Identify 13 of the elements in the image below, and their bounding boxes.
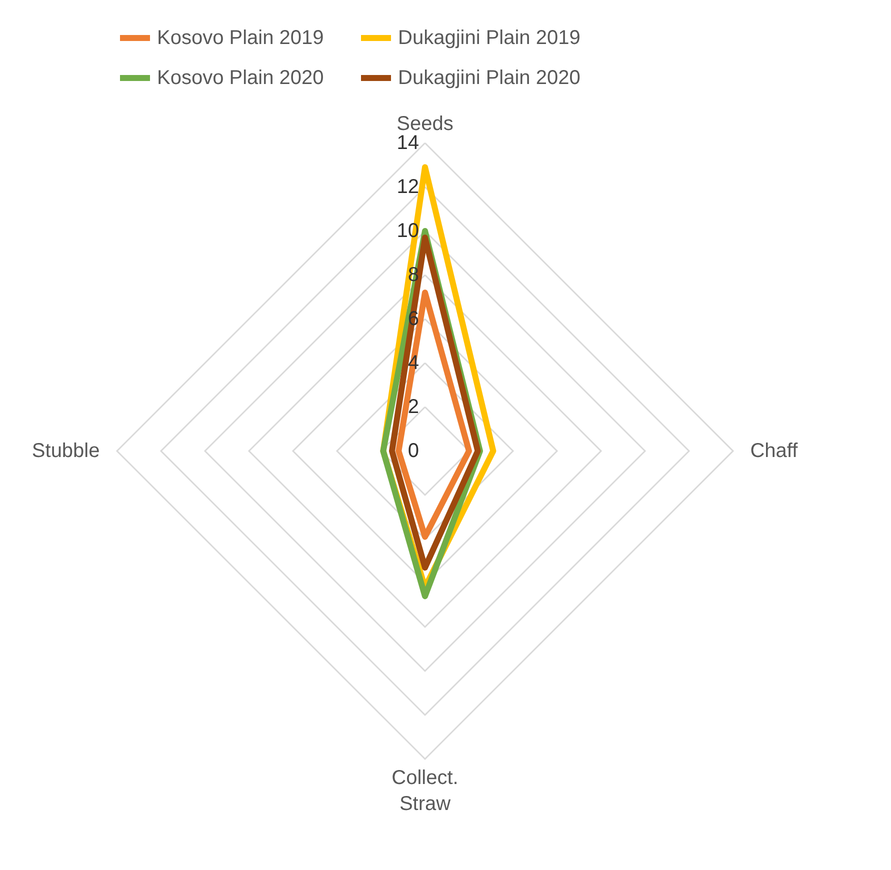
legend-label: Kosovo Plain 2020 [157, 67, 324, 89]
legend-label: Kosovo Plain 2019 [157, 27, 324, 49]
spoke-label: Chaff [750, 440, 798, 462]
y-tick-label: 8 [408, 264, 419, 286]
legend-label: Dukagjini Plain 2020 [398, 67, 580, 89]
y-tick-label: 2 [408, 396, 419, 418]
spoke-label: Collect. Straw [392, 767, 458, 816]
y-tick-label: 0 [408, 440, 419, 462]
spoke-label: Seeds [396, 112, 454, 135]
spoke-label: Stubble [32, 440, 100, 462]
legend-label: Dukagjini Plain 2019 [398, 27, 580, 49]
y-tick-label: 14 [396, 132, 419, 154]
y-tick-label: 12 [396, 176, 419, 198]
